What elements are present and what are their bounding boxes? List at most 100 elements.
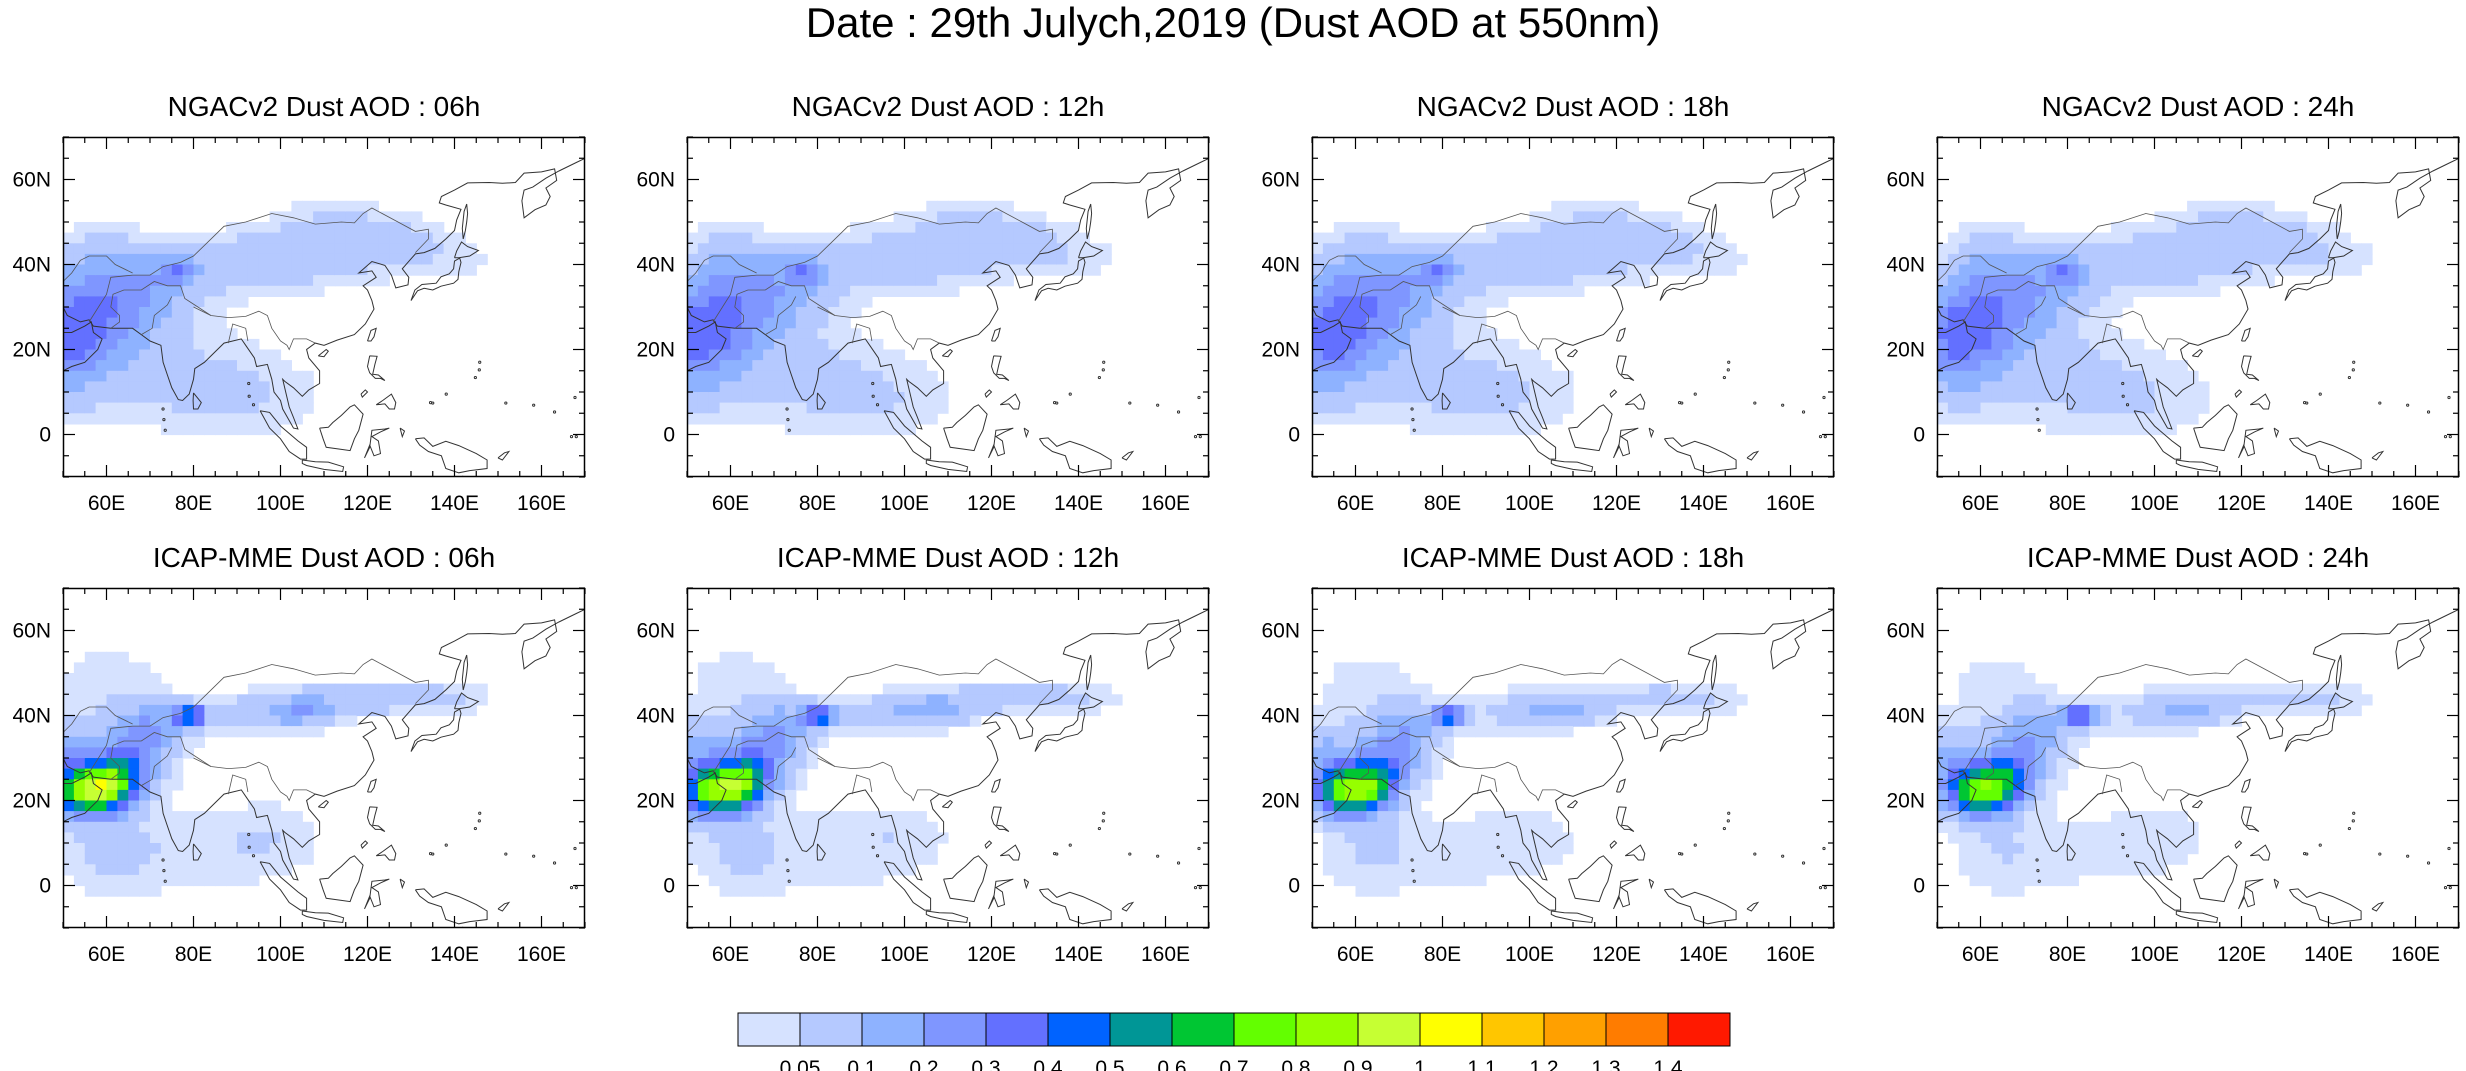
lon-tick-label: 140E	[430, 492, 479, 515]
country-borders	[687, 658, 1053, 802]
lat-tick-label: 20N	[1261, 339, 1300, 362]
lon-tick-label: 160E	[1141, 943, 1190, 966]
lat-tick-label: 0	[1288, 875, 1300, 898]
country-borders	[1937, 658, 2303, 802]
colorbar-box	[1109, 1012, 1173, 1047]
country-borders	[63, 207, 429, 351]
dust-aod-field	[1312, 662, 1748, 897]
lon-tick-label: 60E	[88, 492, 125, 515]
lat-tick-label: 0	[1913, 424, 1925, 447]
map-panel: 60E 80E 100E 120E 140E 160E 60N 40N 20N 0	[1886, 136, 2460, 515]
lon-tick-label: 100E	[1505, 492, 1554, 515]
lon-tick-label: 140E	[1054, 492, 1103, 515]
lat-tick-label: 40N	[1886, 705, 1925, 728]
lon-tick-label: 80E	[799, 943, 836, 966]
lat-tick-label: 40N	[12, 254, 51, 277]
colorbar-box	[861, 1012, 925, 1047]
colorbar-box	[923, 1012, 987, 1047]
lat-tick-label: 60N	[1261, 620, 1300, 643]
lon-tick-label: 140E	[1679, 492, 1728, 515]
lat-tick-label: 60N	[636, 169, 675, 192]
lon-tick-label: 80E	[2049, 943, 2086, 966]
lat-tick-label: 0	[1288, 424, 1300, 447]
coastlines	[1937, 608, 2459, 928]
coastlines	[1937, 157, 2459, 477]
colorbar-label: 0.5	[1095, 1057, 1124, 1071]
lat-tick-label: 60N	[636, 620, 675, 643]
dust-aod-field	[1937, 662, 2373, 897]
lat-tick-label: 40N	[636, 705, 675, 728]
colorbar-box	[1543, 1012, 1607, 1047]
colorbar-label: 0.05	[780, 1057, 821, 1071]
panel-title: NGACv2 Dust AOD : 12h	[791, 91, 1105, 122]
lat-tick-label: 60N	[12, 169, 51, 192]
coastlines	[687, 157, 1209, 477]
lon-tick-label: 140E	[2304, 492, 2353, 515]
lat-tick-label: 0	[663, 424, 675, 447]
colorbar-label: 1	[1414, 1057, 1426, 1071]
country-borders	[687, 207, 1053, 351]
colorbar-box	[1357, 1012, 1421, 1047]
lon-tick-label: 140E	[2304, 943, 2353, 966]
colorbar-box	[985, 1012, 1049, 1047]
map-panel: 60E 80E 100E 120E 140E 160E 60N 40N 20N 0	[636, 587, 1210, 966]
colorbar-label: 0.3	[971, 1057, 1000, 1071]
dust-aod-field	[687, 651, 1123, 897]
colorbar-box	[1481, 1012, 1545, 1047]
lon-tick-label: 160E	[517, 492, 566, 515]
colorbar-box	[737, 1012, 801, 1047]
lon-tick-label: 160E	[2391, 492, 2440, 515]
coastlines	[1312, 157, 1834, 477]
lon-tick-label: 120E	[343, 943, 392, 966]
lon-tick-label: 100E	[256, 943, 305, 966]
figure-title: Date : 29th Julych,2019 (Dust AOD at 550…	[805, 0, 1661, 46]
lon-tick-label: 60E	[1337, 943, 1374, 966]
lon-tick-label: 100E	[256, 492, 305, 515]
lon-tick-label: 60E	[712, 492, 749, 515]
lon-tick-label: 80E	[1424, 943, 1461, 966]
lat-tick-label: 40N	[636, 254, 675, 277]
lon-tick-label: 120E	[2217, 492, 2266, 515]
colorbar-label: 1.3	[1591, 1057, 1620, 1071]
map-panel: 60E 80E 100E 120E 140E 160E 60N 40N 20N 0	[636, 136, 1210, 515]
lon-tick-label: 100E	[880, 943, 929, 966]
lat-tick-label: 40N	[1886, 254, 1925, 277]
dust-aod-field	[687, 200, 1112, 436]
lon-tick-label: 80E	[2049, 492, 2086, 515]
lat-tick-label: 40N	[12, 705, 51, 728]
map-panel: 60E 80E 100E 120E 140E 160E 60N 40N 20N 0	[12, 587, 586, 966]
lon-tick-label: 160E	[1141, 492, 1190, 515]
lat-tick-label: 60N	[12, 620, 51, 643]
colorbar-label: 0.2	[909, 1057, 938, 1071]
dust-aod-field	[1937, 200, 2373, 436]
colorbar-box	[1233, 1012, 1297, 1047]
dust-aod-field	[63, 200, 488, 436]
lat-tick-label: 20N	[636, 790, 675, 813]
coastlines	[1312, 608, 1834, 928]
lon-tick-label: 80E	[175, 943, 212, 966]
lon-tick-label: 80E	[175, 492, 212, 515]
country-borders	[1312, 658, 1678, 802]
lat-tick-label: 20N	[1886, 790, 1925, 813]
lat-tick-label: 20N	[636, 339, 675, 362]
lon-tick-label: 80E	[1424, 492, 1461, 515]
colorbar-label: 0.6	[1157, 1057, 1186, 1071]
lat-tick-label: 20N	[12, 790, 51, 813]
country-borders	[1312, 207, 1678, 351]
colorbar-label: 0.9	[1343, 1057, 1372, 1071]
colorbar-label: 0.8	[1281, 1057, 1310, 1071]
lat-tick-label: 40N	[1261, 254, 1300, 277]
lon-tick-label: 60E	[1962, 492, 1999, 515]
panel-title: NGACv2 Dust AOD : 24h	[2041, 91, 2355, 122]
lon-tick-label: 120E	[2217, 943, 2266, 966]
lon-tick-label: 120E	[967, 943, 1016, 966]
lat-tick-label: 60N	[1886, 620, 1925, 643]
lat-tick-label: 20N	[1261, 790, 1300, 813]
lat-tick-label: 40N	[1261, 705, 1300, 728]
map-panel: 60E 80E 100E 120E 140E 160E 60N 40N 20N 0	[1261, 587, 1835, 966]
colorbar-box	[1171, 1012, 1235, 1047]
panel-title: NGACv2 Dust AOD : 18h	[1416, 91, 1730, 122]
coastlines	[687, 608, 1209, 928]
lon-tick-label: 80E	[799, 492, 836, 515]
panel-title: ICAP-MME Dust AOD : 06h	[152, 542, 496, 573]
